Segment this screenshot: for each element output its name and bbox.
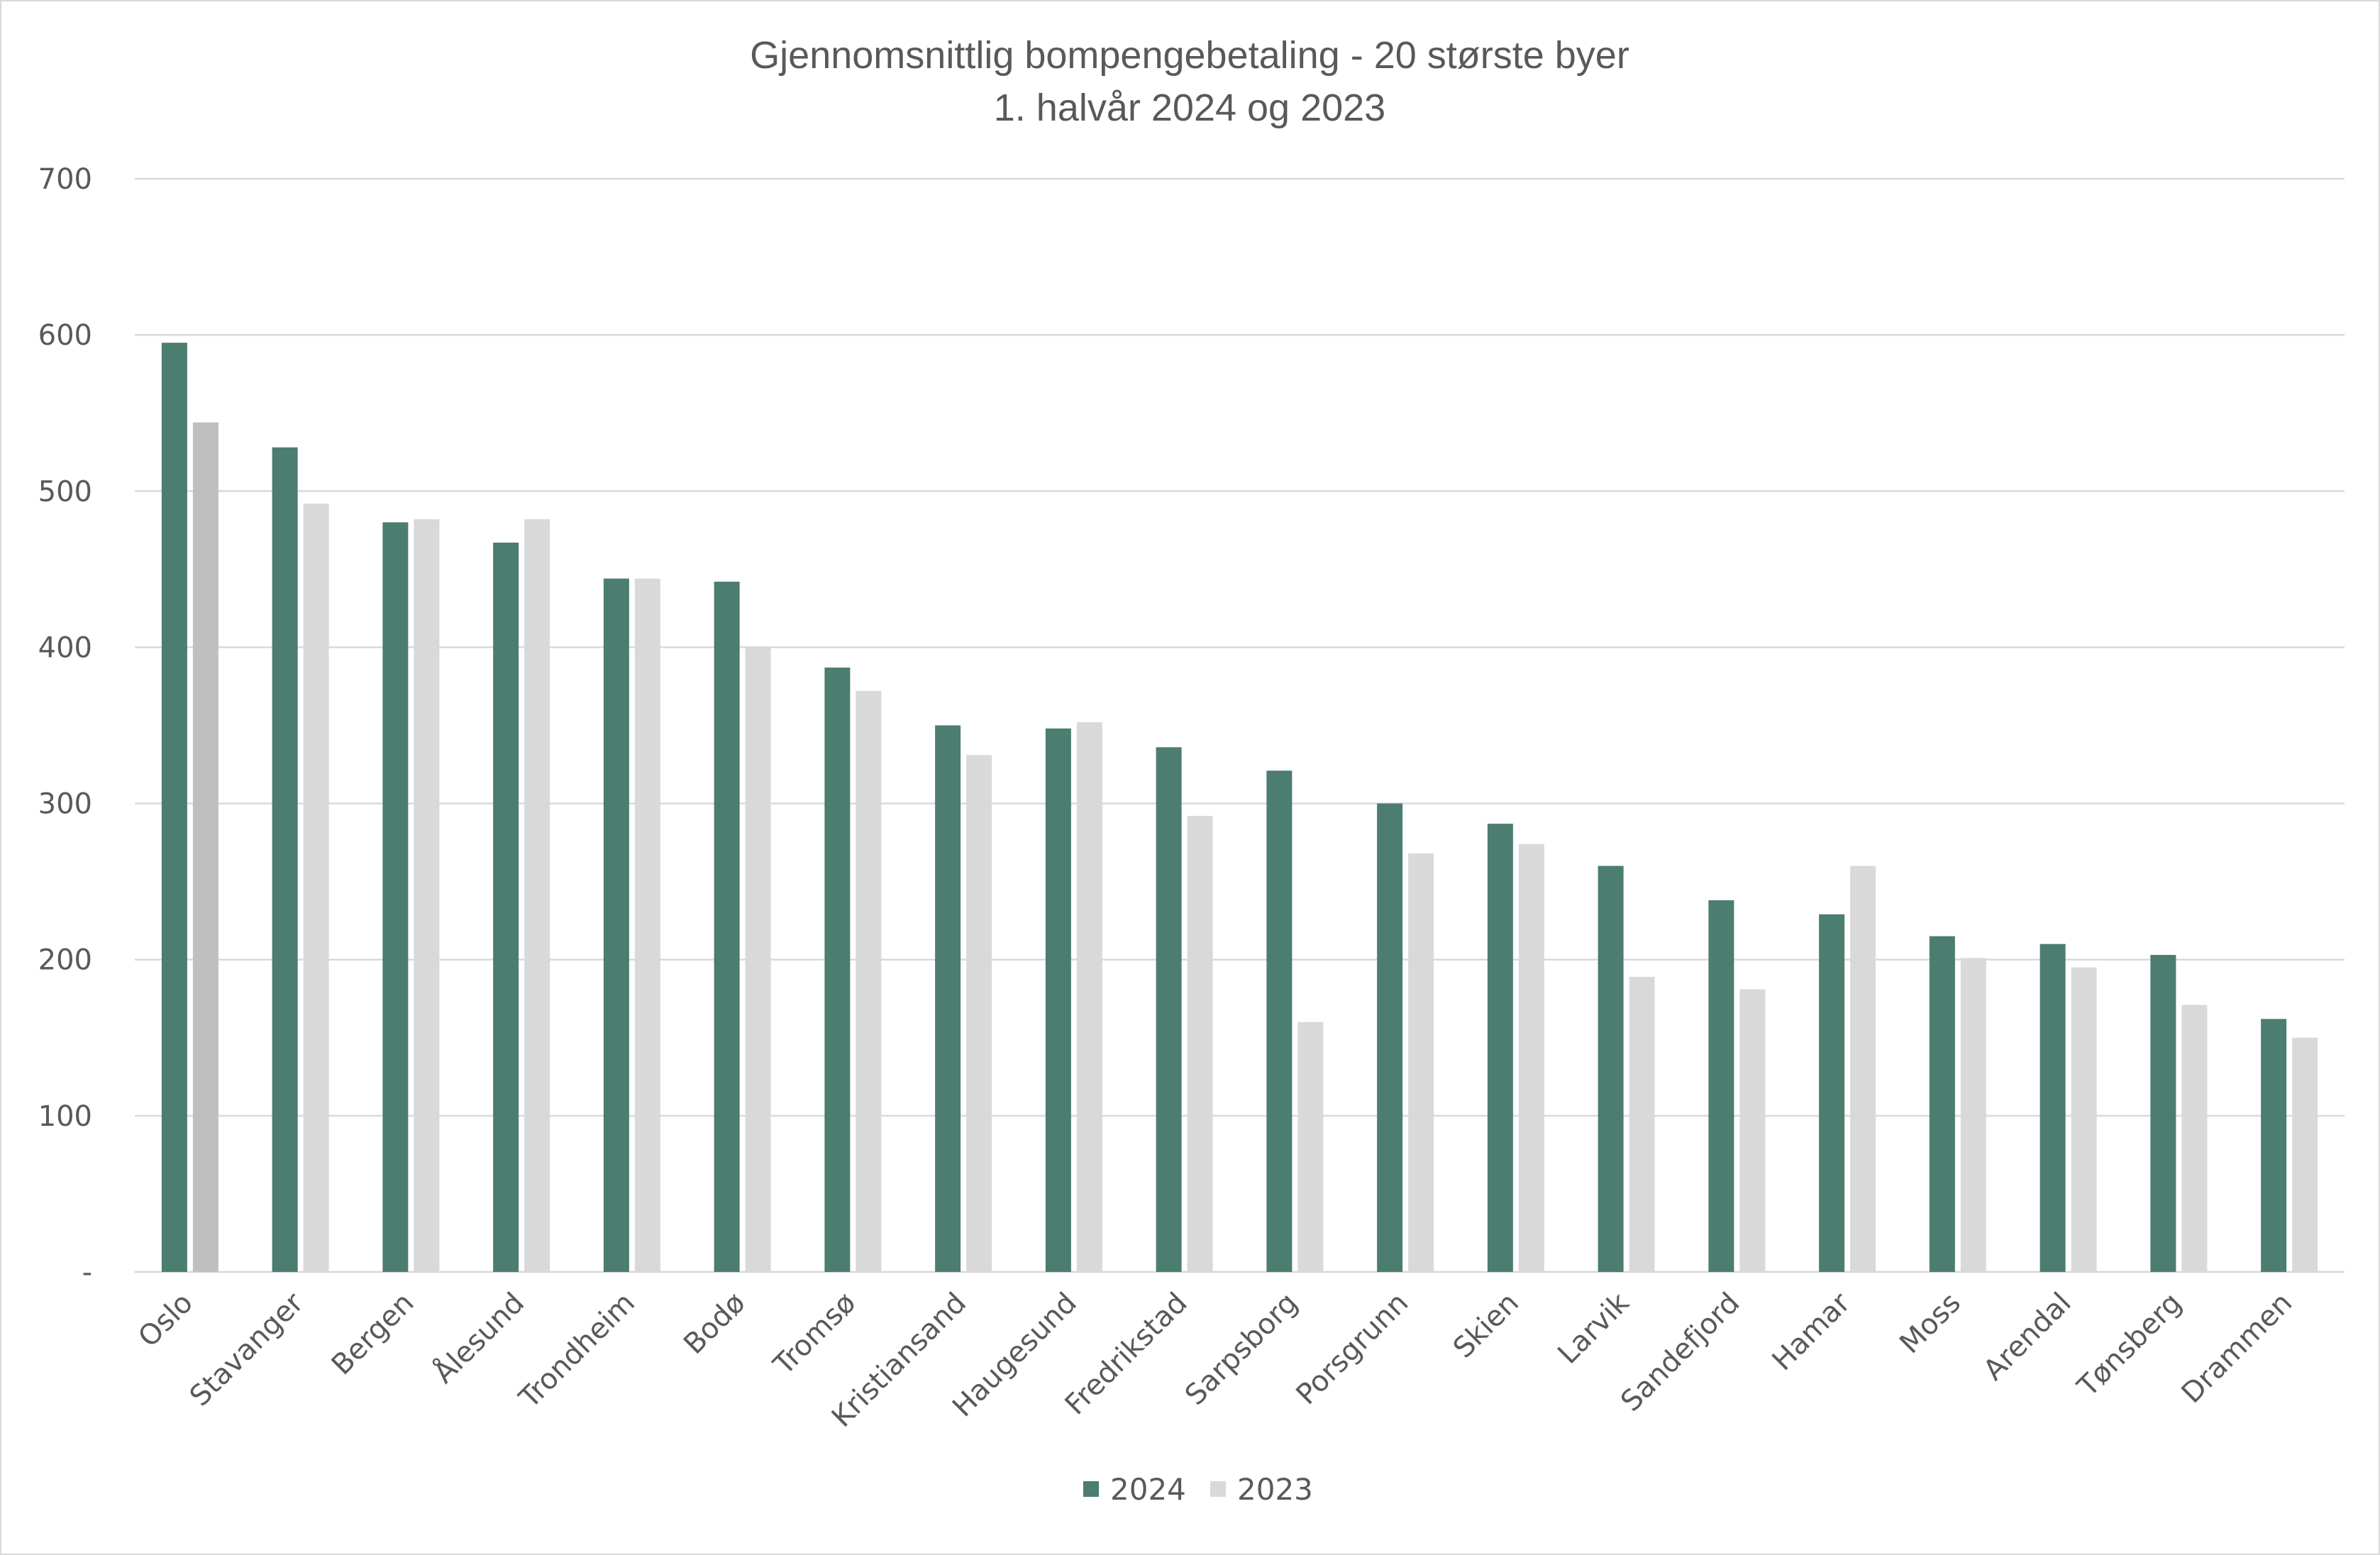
- bar-2023-9: [1187, 816, 1213, 1272]
- bar-2024-6: [824, 668, 851, 1272]
- bar-2023-7: [966, 755, 992, 1272]
- bar-2024-4: [603, 578, 629, 1272]
- bar-2023-3: [524, 519, 550, 1273]
- bar-2023-13: [1629, 976, 1655, 1272]
- bar-2024-17: [2039, 943, 2066, 1272]
- bar-2024-5: [714, 581, 740, 1272]
- chart-title: Gjennomsnittlig bompengebetaling - 20 st…: [750, 34, 1629, 77]
- bar-2024-3: [493, 542, 519, 1272]
- x-tick-label: Sarpsborg: [1179, 1287, 1304, 1412]
- legend-swatch-2024: [1083, 1481, 1099, 1497]
- bar-2024-9: [1156, 747, 1182, 1272]
- x-tick-label: Larvik: [1551, 1286, 1636, 1371]
- y-tick-label: 100: [38, 1100, 92, 1133]
- x-tick-label: Trondheim: [513, 1287, 641, 1415]
- bar-2023-5: [745, 647, 771, 1272]
- legend-label: 2023: [1237, 1472, 1313, 1507]
- bar-2024-0: [161, 343, 187, 1272]
- x-tick-label: Stavanger: [184, 1286, 310, 1412]
- x-tick-label: Sandefjord: [1615, 1287, 1746, 1418]
- legend-label: 2024: [1110, 1472, 1186, 1507]
- legend-swatch-2023: [1210, 1481, 1226, 1497]
- x-tick-label: Arendal: [1977, 1287, 2077, 1387]
- gridlines: [135, 177, 2345, 1273]
- x-tick-label: Bodø: [677, 1287, 751, 1361]
- bar-2023-11: [1408, 853, 1434, 1272]
- x-tick-label: Tromsø: [767, 1287, 862, 1382]
- bar-2023-14: [1739, 989, 1766, 1272]
- bars: [161, 343, 2318, 1273]
- y-tick-label: 200: [38, 944, 92, 977]
- x-tick-label: Ålesund: [426, 1285, 531, 1390]
- bar-2023-2: [414, 519, 440, 1273]
- bar-2024-7: [935, 725, 961, 1272]
- bar-2023-10: [1297, 1022, 1324, 1272]
- x-tick-label: Skien: [1447, 1287, 1525, 1365]
- bar-2024-1: [272, 447, 298, 1272]
- bar-2023-19: [2292, 1037, 2318, 1272]
- bar-2024-10: [1266, 770, 1293, 1272]
- bar-2023-15: [1850, 865, 1876, 1272]
- x-tick-label: Porsgrunn: [1290, 1287, 1415, 1412]
- bar-2023-12: [1518, 843, 1544, 1272]
- y-tick-label: -: [82, 1256, 92, 1289]
- bar-2024-15: [1819, 914, 1845, 1272]
- y-tick-label: 300: [38, 788, 92, 821]
- y-tick-label: 500: [38, 475, 92, 508]
- bar-2024-16: [1929, 936, 1955, 1272]
- bar-2023-18: [2181, 1005, 2208, 1272]
- bar-2024-13: [1598, 865, 1624, 1272]
- bar-2024-19: [2261, 1019, 2287, 1272]
- chart-subtitle: 1. halvår 2024 og 2023: [994, 87, 1385, 129]
- bar-2024-14: [1708, 900, 1734, 1272]
- y-axis-ticks: - 100 200 300 400 500 600 700: [38, 163, 92, 1289]
- bar-2023-6: [856, 691, 882, 1272]
- bar-2024-18: [2150, 955, 2176, 1272]
- bar-2023-4: [634, 578, 660, 1272]
- y-tick-label: 400: [38, 631, 92, 664]
- bar-2024-11: [1377, 803, 1403, 1272]
- x-tick-label: Drammen: [2175, 1287, 2298, 1410]
- x-tick-label: Bergen: [326, 1287, 421, 1382]
- y-tick-label: 600: [38, 319, 92, 352]
- bar-2023-1: [303, 503, 329, 1272]
- bar-2023-0: [192, 422, 218, 1272]
- x-tick-label: Tønsberg: [2071, 1287, 2188, 1404]
- legend: 2024 2023: [1083, 1472, 1313, 1507]
- bar-2023-17: [2071, 967, 2097, 1272]
- bar-2024-2: [382, 522, 409, 1273]
- x-tick-label: Hamar: [1766, 1286, 1857, 1377]
- bar-2024-8: [1045, 728, 1071, 1272]
- bar-2024-12: [1487, 824, 1513, 1272]
- y-tick-label: 700: [38, 163, 92, 196]
- x-tick-label: Oslo: [132, 1287, 199, 1354]
- bar-2023-16: [1960, 958, 1986, 1272]
- bar-2023-8: [1076, 722, 1102, 1272]
- x-tick-label: Moss: [1893, 1287, 1967, 1361]
